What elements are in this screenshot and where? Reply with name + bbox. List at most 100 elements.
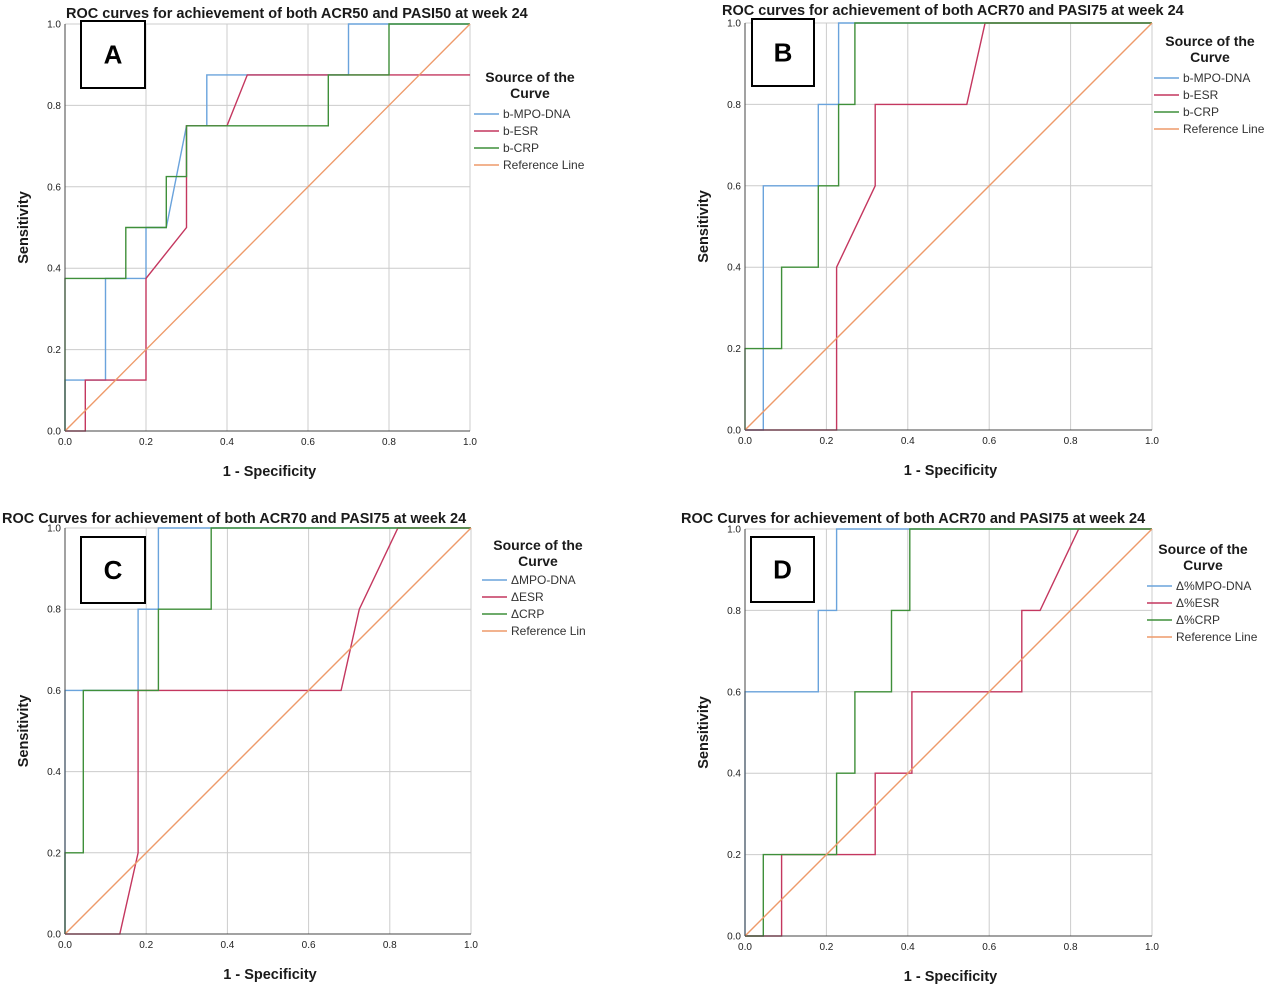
series-line-esr [745, 528, 1152, 937]
y-tick-label: 0.0 [727, 426, 741, 437]
x-tick-label: 0.2 [139, 437, 153, 448]
y-tick-label: 1.0 [47, 524, 61, 535]
series-line-crp [64, 527, 471, 934]
legend-label: Δ%ESR [1176, 596, 1220, 610]
legend-label: b-MPO-DNA [503, 107, 570, 121]
x-tick-label: 0.4 [901, 436, 915, 447]
x-tick-label: 0.2 [819, 436, 833, 447]
y-tick-label: 0.8 [47, 605, 61, 616]
x-tick-label: 1.0 [463, 437, 477, 448]
legend-label: Reference Line [1176, 630, 1258, 644]
series-line-reference-line [744, 22, 1153, 431]
legend-title: Source of the [493, 537, 583, 553]
y-axis-label: Sensitivity [16, 191, 32, 264]
y-tick-label: 0.6 [727, 687, 741, 698]
x-tick-label: 0.4 [220, 940, 234, 951]
legend-title: Source of the [1165, 33, 1255, 49]
legend-label: Reference Lin [511, 624, 586, 638]
y-tick-label: 0.2 [727, 344, 741, 355]
y-tick-label: 0.0 [727, 932, 741, 943]
panel-letter: D [773, 555, 792, 585]
y-axis-label: Sensitivity [16, 695, 32, 768]
legend-title: Source of the [485, 69, 575, 85]
panel-letter-box [80, 536, 146, 604]
series-line-b-crp [744, 22, 1152, 430]
legend-label: b-CRP [1183, 105, 1219, 119]
y-tick-label: 0.2 [727, 850, 741, 861]
legend-label: Δ%MPO-DNA [1176, 579, 1251, 593]
roc-panel-b: ROC curves for achievement of both ACR70… [696, 3, 1265, 479]
series-line-reference-line [744, 528, 1153, 937]
legend-title: Curve [510, 85, 550, 101]
y-tick-label: 0.0 [47, 427, 61, 438]
y-tick-label: 0.6 [47, 182, 61, 193]
series-line-crp [745, 528, 1152, 937]
x-tick-label: 0.4 [901, 942, 915, 953]
legend-label: ΔMPO-DNA [511, 573, 576, 587]
legend-label: Reference Line [1183, 122, 1265, 136]
x-tick-label: 0.8 [1064, 942, 1078, 953]
x-tick-label: 1.0 [1145, 942, 1159, 953]
panel-letter-box [751, 18, 815, 87]
x-tick-label: 1.0 [464, 940, 478, 951]
roc-panel-d: ROC Curves for achievement of both ACR70… [681, 511, 1258, 985]
y-tick-label: 0.4 [727, 769, 741, 780]
y-tick-label: 0.8 [727, 100, 741, 111]
x-axis-label: 1 - Specificity [223, 967, 316, 983]
series-line-reference-line [64, 23, 471, 432]
y-tick-label: 0.6 [727, 181, 741, 192]
legend-title: Curve [1190, 49, 1230, 65]
x-tick-label: 0.6 [301, 437, 315, 448]
x-tick-label: 1.0 [1145, 436, 1159, 447]
legend-title: Source of the [1158, 541, 1248, 557]
x-tick-label: 0.4 [220, 437, 234, 448]
x-tick-label: 0.0 [58, 437, 72, 448]
series-line-reference-lin [64, 527, 472, 935]
legend-label: b-ESR [503, 124, 539, 138]
y-tick-label: 0.6 [47, 686, 61, 697]
y-tick-label: 0.4 [47, 767, 61, 778]
y-axis-label: Sensitivity [696, 190, 712, 263]
chart-title: ROC curves for achievement of both ACR70… [722, 3, 1184, 19]
x-axis-label: 1 - Specificity [904, 969, 997, 985]
legend-label: ΔCRP [511, 607, 544, 621]
series-line-b-crp [64, 23, 470, 431]
y-tick-label: 0.0 [47, 930, 61, 941]
roc-panel-a: ROC curves for achievement of both ACR50… [16, 6, 585, 480]
y-tick-label: 0.4 [727, 263, 741, 274]
legend-label: b-MPO-DNA [1183, 71, 1250, 85]
x-tick-label: 0.0 [738, 942, 752, 953]
panel-letter-box [80, 20, 146, 89]
x-tick-label: 0.6 [302, 940, 316, 951]
x-tick-label: 0.6 [982, 436, 996, 447]
x-axis-label: 1 - Specificity [904, 463, 997, 479]
y-tick-label: 0.2 [47, 345, 61, 356]
legend-label: ΔESR [511, 590, 544, 604]
chart-title: ROC Curves for achievement of both ACR70… [2, 511, 466, 527]
roc-panel-c: ROC Curves for achievement of both ACR70… [2, 511, 586, 983]
chart-title: ROC curves for achievement of both ACR50… [66, 6, 528, 22]
y-tick-label: 0.2 [47, 848, 61, 859]
panel-letter: A [104, 40, 123, 70]
y-tick-label: 0.4 [47, 264, 61, 275]
panel-letter-box [750, 536, 815, 603]
x-tick-label: 0.2 [819, 942, 833, 953]
y-axis-label: Sensitivity [696, 696, 712, 769]
x-tick-label: 0.8 [383, 940, 397, 951]
y-tick-label: 1.0 [727, 525, 741, 536]
x-tick-label: 0.8 [1064, 436, 1078, 447]
y-tick-label: 0.8 [727, 606, 741, 617]
series-line-esr [65, 527, 471, 935]
x-tick-label: 0.6 [982, 942, 996, 953]
legend-title: Curve [518, 553, 558, 569]
chart-title: ROC Curves for achievement of both ACR70… [681, 511, 1145, 527]
y-tick-label: 1.0 [47, 20, 61, 31]
x-tick-label: 0.8 [382, 437, 396, 448]
x-axis-label: 1 - Specificity [223, 464, 316, 480]
legend-label: Reference Line [503, 158, 585, 172]
legend-label: Δ%CRP [1176, 613, 1220, 627]
x-tick-label: 0.2 [139, 940, 153, 951]
